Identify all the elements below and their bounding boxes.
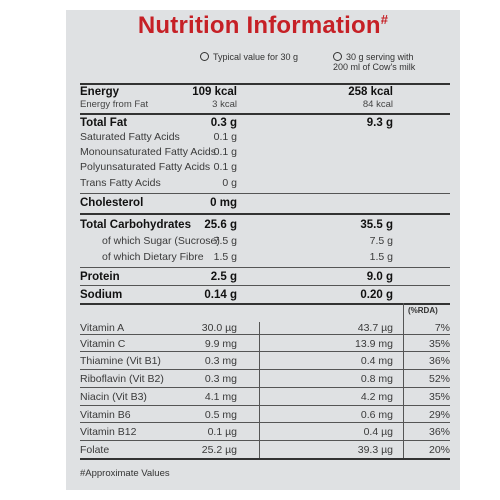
nutrient-label: Riboflavin (Vit B2) — [80, 373, 164, 385]
value-per-30g: 0.3 mg — [204, 373, 237, 385]
value-with-milk: 0.20 g — [360, 289, 393, 301]
value-with-milk: 9.3 g — [366, 117, 393, 129]
row-divider — [80, 285, 450, 286]
value-per-30g: 0.3 mg — [204, 355, 237, 367]
row-divider — [80, 267, 450, 268]
nutrition-panel — [66, 10, 460, 490]
value-per-30g: 30.0 µg — [201, 322, 237, 334]
value-rda: 7% — [434, 322, 450, 334]
value-with-milk: 43.7 µg — [357, 322, 393, 334]
row-divider — [80, 303, 450, 305]
value-rda: 52% — [428, 373, 450, 385]
nutrient-label: Vitamin C — [80, 338, 126, 350]
value-per-30g: 9.9 mg — [204, 338, 237, 350]
column-header-typical: Typical value for 30 g — [200, 52, 298, 62]
column-divider — [259, 322, 260, 458]
value-per-30g: 0.5 mg — [204, 409, 237, 421]
rda-header: (%RDA) — [408, 306, 438, 315]
value-with-milk: 7.5 g — [369, 235, 393, 247]
nutrient-label: Saturated Fatty Acids — [80, 131, 180, 143]
row-divider — [80, 369, 450, 370]
value-rda: 20% — [428, 444, 450, 456]
value-rda: 35% — [428, 338, 450, 350]
value-per-30g: 0 mg — [210, 197, 237, 209]
nutrient-label: Polyunsaturated Fatty Acids — [80, 161, 211, 173]
nutrient-label: Trans Fatty Acids — [80, 177, 161, 189]
value-with-milk: 258 kcal — [348, 86, 393, 98]
nutrient-label: Thiamine (Vit B1) — [80, 355, 161, 367]
value-with-milk: 84 kcal — [362, 99, 393, 110]
value-rda: 36% — [428, 426, 450, 438]
column-header-serving: 30 g serving with 200 ml of Cow's milk — [333, 52, 416, 72]
value-rda: 29% — [428, 409, 450, 421]
nutrient-label: Monounsaturated Fatty Acids — [80, 146, 216, 158]
value-rda: 36% — [428, 355, 450, 367]
row-divider — [80, 334, 450, 335]
nutrient-label: Protein — [80, 271, 120, 283]
row-divider — [80, 440, 450, 441]
value-rda: 35% — [428, 391, 450, 403]
nutrient-label: Vitamin A — [80, 322, 125, 334]
value-with-milk: 13.9 mg — [355, 338, 393, 350]
value-per-30g: 3 kcal — [212, 99, 237, 110]
nutrient-label: Vitamin B6 — [80, 409, 131, 421]
value-with-milk: 0.6 mg — [360, 409, 393, 421]
value-with-milk: 9.0 g — [366, 271, 393, 283]
value-with-milk: 4.2 mg — [360, 391, 393, 403]
value-per-30g: 0.1 g — [213, 131, 237, 143]
value-per-30g: 4.1 mg — [204, 391, 237, 403]
row-divider — [80, 113, 450, 115]
nutrient-label: Sodium — [80, 289, 123, 301]
value-with-milk: 0.8 mg — [360, 373, 393, 385]
nutrient-label: Cholesterol — [80, 197, 144, 209]
nutrient-label: Niacin (Vit B3) — [80, 391, 147, 403]
column-divider — [403, 303, 404, 458]
row-divider — [80, 83, 450, 85]
nutrient-label: Folate — [80, 444, 110, 456]
value-per-30g: 0.3 g — [210, 117, 237, 129]
value-per-30g: 7.5 g — [213, 235, 237, 247]
value-per-30g: 25.2 µg — [201, 444, 237, 456]
value-per-30g: 0.1 µg — [207, 426, 237, 438]
value-per-30g: 0.1 g — [213, 161, 237, 173]
circle-icon — [333, 52, 342, 61]
footnote: #Approximate Values — [80, 468, 170, 479]
value-with-milk: 0.4 µg — [363, 426, 393, 438]
nutrient-label: Energy from Fat — [80, 99, 149, 110]
row-divider — [80, 458, 450, 460]
row-divider — [80, 405, 450, 406]
nutrient-label: Vitamin B12 — [80, 426, 137, 438]
row-divider — [80, 213, 450, 215]
value-with-milk: 39.3 µg — [357, 444, 393, 456]
value-per-30g: 0.1 g — [213, 146, 237, 158]
nutrient-label: Total Fat — [80, 117, 128, 129]
row-divider — [80, 387, 450, 388]
value-with-milk: 35.5 g — [360, 219, 393, 231]
value-with-milk: 0.4 mg — [360, 355, 393, 367]
value-per-30g: 0 g — [222, 177, 237, 189]
circle-icon — [200, 52, 209, 61]
row-divider — [80, 193, 450, 194]
value-per-30g: 2.5 g — [210, 271, 237, 283]
row-divider — [80, 422, 450, 423]
nutrient-label: Energy — [80, 86, 119, 98]
value-per-30g: 109 kcal — [192, 86, 237, 98]
row-divider — [80, 351, 450, 352]
value-per-30g: 25.6 g — [204, 219, 237, 231]
nutrient-label: of which Sugar (Sucrose) — [102, 235, 220, 247]
value-per-30g: 0.14 g — [204, 289, 237, 301]
nutrient-label: Total Carbohydrates — [80, 219, 191, 231]
nutrient-label: of which Dietary Fibre — [102, 251, 204, 263]
value-with-milk: 1.5 g — [369, 251, 393, 263]
value-per-30g: 1.5 g — [213, 251, 237, 263]
nutrition-title: Nutrition Information# — [137, 12, 389, 39]
